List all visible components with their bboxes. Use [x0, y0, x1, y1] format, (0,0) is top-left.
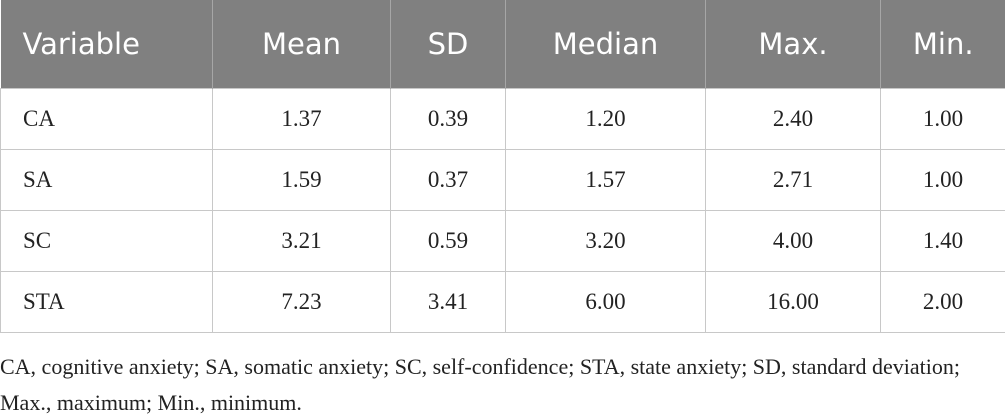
value-cell: 1.20 — [505, 88, 706, 150]
value-cell: 0.39 — [390, 88, 506, 150]
table-row: CA 1.37 0.39 1.20 2.40 1.00 — [0, 88, 1005, 150]
footnote: CA, cognitive anxiety; SA, somatic anxie… — [0, 354, 960, 415]
table-row: SC 3.21 0.59 3.20 4.00 1.40 — [0, 210, 1005, 272]
value-cell: 7.23 — [212, 271, 391, 333]
table-row: STA 7.23 3.41 6.00 16.00 2.00 — [0, 271, 1005, 333]
value-cell: 2.00 — [880, 271, 1005, 333]
value-cell: 1.57 — [505, 149, 706, 211]
value-cell: 0.37 — [390, 149, 506, 211]
data-table: Variable Mean SD Median Max. Min. CA 1.37 0.39 1… — [0, 0, 1005, 333]
value-cell: 2.71 — [705, 149, 881, 211]
value-cell: 1.00 — [880, 149, 1005, 211]
value-cell: 1.40 — [880, 210, 1005, 272]
value-cell: 0.59 — [390, 210, 506, 272]
row-label: SC — [0, 210, 213, 272]
header-cell: Variable — [0, 0, 213, 89]
row-label: STA — [0, 271, 213, 333]
row-label: CA — [0, 88, 213, 150]
header-cell: Median — [505, 0, 706, 89]
table-row: SA 1.59 0.37 1.57 2.71 1.00 — [0, 149, 1005, 211]
value-cell: 6.00 — [505, 271, 706, 333]
value-cell: 3.21 — [212, 210, 391, 272]
table-body: CA 1.37 0.39 1.20 2.40 1.00 SA 1.59 0.37 1.57 2.71… — [0, 88, 1005, 333]
value-cell: 3.20 — [505, 210, 706, 272]
value-cell: 2.40 — [705, 88, 881, 150]
value-cell: 16.00 — [705, 271, 881, 333]
header-cell: Min. — [880, 0, 1005, 89]
value-cell: 3.41 — [390, 271, 506, 333]
header-cell: Max. — [705, 0, 881, 89]
value-cell: 1.37 — [212, 88, 391, 150]
header-row: Variable Mean SD Median Max. Min. — [0, 0, 1005, 89]
value-cell: 4.00 — [705, 210, 881, 272]
header-cell: SD — [390, 0, 506, 89]
value-cell: 1.59 — [212, 149, 391, 211]
value-cell: 1.00 — [880, 88, 1005, 150]
row-label: SA — [0, 149, 213, 211]
header-cell: Mean — [212, 0, 391, 89]
